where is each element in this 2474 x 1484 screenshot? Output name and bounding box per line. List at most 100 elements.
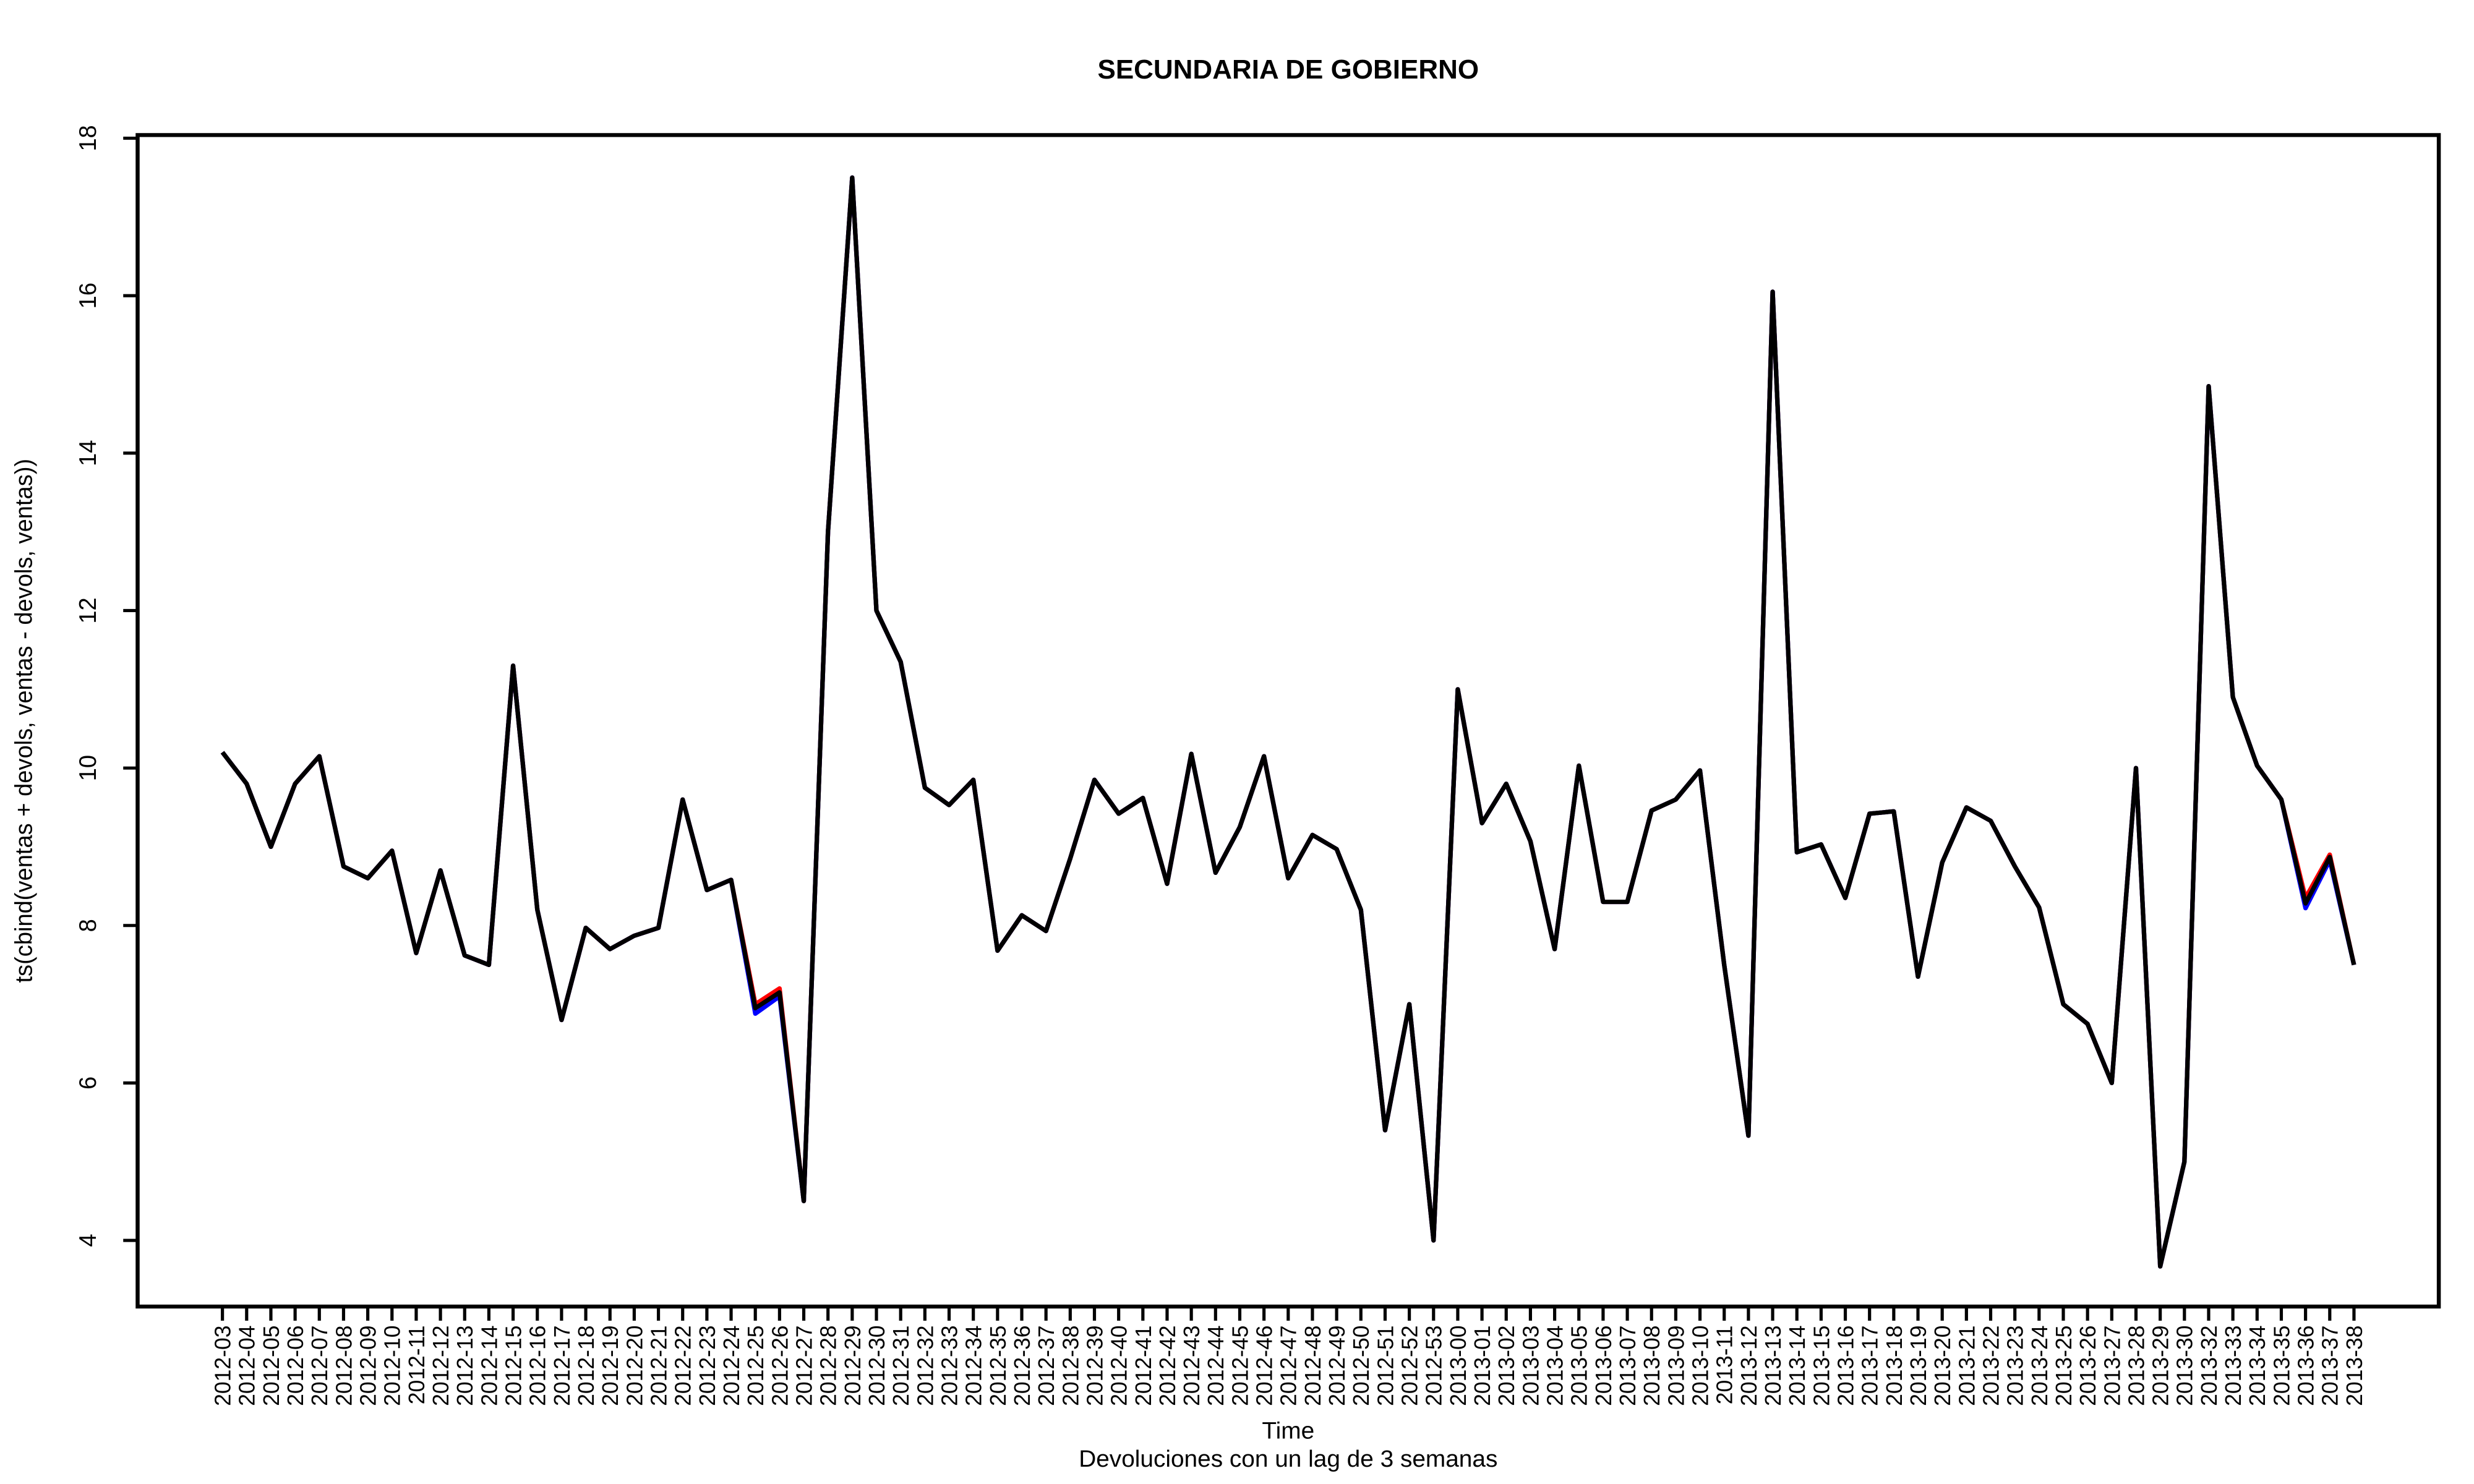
x-tick-label: 2012-28 bbox=[816, 1325, 841, 1405]
x-tick-label: 2013-02 bbox=[1494, 1325, 1519, 1405]
x-tick-label: 2013-29 bbox=[2148, 1325, 2173, 1405]
x-tick-label: 2012-14 bbox=[477, 1325, 502, 1405]
x-tick-label: 2013-16 bbox=[1833, 1325, 1858, 1405]
x-tick-label: 2012-03 bbox=[210, 1325, 235, 1405]
x-tick-label: 2013-08 bbox=[1640, 1325, 1664, 1405]
x-tick-label: 2012-05 bbox=[259, 1325, 284, 1405]
series-line bbox=[220, 175, 2356, 1269]
x-tick-label: 2013-12 bbox=[1737, 1325, 1761, 1405]
x-tick-label: 2012-06 bbox=[283, 1325, 308, 1405]
x-tick-label: 2013-19 bbox=[1906, 1325, 1931, 1405]
x-tick-label: 2012-20 bbox=[622, 1325, 647, 1405]
x-tick-label: 2012-33 bbox=[937, 1325, 962, 1405]
y-axis-label: ts(cbind(ventas + devols, ventas - devol… bbox=[11, 459, 37, 983]
x-tick-label: 2013-05 bbox=[1567, 1325, 1591, 1405]
x-tick-label: 2012-22 bbox=[670, 1325, 695, 1405]
y-tick-label: 8 bbox=[75, 919, 101, 932]
chart-title: SECUNDARIA DE GOBIERNO bbox=[1097, 55, 1479, 85]
x-tick-label: 2012-52 bbox=[1397, 1325, 1422, 1405]
x-tick-label: 2012-34 bbox=[961, 1325, 986, 1405]
x-tick-label: 2012-46 bbox=[1252, 1325, 1277, 1405]
x-tick-label: 2012-48 bbox=[1301, 1325, 1325, 1405]
x-tick-label: 2012-44 bbox=[1204, 1325, 1228, 1405]
x-tick-label: 2012-09 bbox=[356, 1325, 380, 1405]
x-tick-label: 2012-18 bbox=[574, 1325, 599, 1405]
x-tick-label: 2013-30 bbox=[2172, 1325, 2197, 1405]
x-tick-label: 2012-13 bbox=[453, 1325, 477, 1405]
x-tick-label: 2013-24 bbox=[2027, 1325, 2052, 1405]
x-tick-label: 2012-30 bbox=[865, 1325, 889, 1405]
x-tick-label: 2012-31 bbox=[889, 1325, 914, 1405]
y-tick-label: 18 bbox=[75, 125, 101, 151]
x-tick-label: 2012-49 bbox=[1325, 1325, 1350, 1405]
x-tick-label: 2012-43 bbox=[1179, 1325, 1204, 1405]
x-tick-label: 2012-17 bbox=[550, 1325, 575, 1405]
x-tick-label: 2012-40 bbox=[1106, 1325, 1131, 1405]
x-tick-label: 2013-37 bbox=[2318, 1325, 2342, 1405]
x-tick-label: 2013-34 bbox=[2245, 1325, 2270, 1405]
x-tick-label: 2012-47 bbox=[1276, 1325, 1301, 1405]
x-tick-label: 2012-29 bbox=[841, 1325, 865, 1405]
x-tick-label: 2013-26 bbox=[2076, 1325, 2100, 1405]
x-tick-label: 2013-38 bbox=[2342, 1325, 2367, 1405]
x-tick-label: 2013-15 bbox=[1809, 1325, 1834, 1405]
plot-frame bbox=[135, 133, 2441, 1309]
x-tick-label: 2012-04 bbox=[234, 1325, 259, 1405]
x-tick-label: 2012-23 bbox=[695, 1325, 720, 1405]
y-tick-label: 6 bbox=[75, 1077, 101, 1090]
x-tick-label: 2013-13 bbox=[1761, 1325, 1786, 1405]
y-tick-label: 16 bbox=[75, 283, 101, 309]
x-tick-label: 2012-12 bbox=[429, 1325, 453, 1405]
x-tick-label: 2012-36 bbox=[1010, 1325, 1035, 1405]
x-tick-label: 2012-41 bbox=[1131, 1325, 1155, 1405]
x-tick-label: 2013-00 bbox=[1446, 1325, 1471, 1405]
x-tick-label: 2013-11 bbox=[1712, 1325, 1737, 1404]
x-tick-label: 2012-24 bbox=[719, 1325, 744, 1405]
x-tick-label: 2012-08 bbox=[332, 1325, 356, 1405]
x-tick-label: 2013-03 bbox=[1518, 1325, 1543, 1405]
x-tick-label: 2012-37 bbox=[1034, 1325, 1059, 1405]
x-tick-label: 2012-10 bbox=[380, 1325, 404, 1405]
x-tick-label: 2013-21 bbox=[1954, 1325, 1979, 1405]
x-tick-label: 2013-01 bbox=[1470, 1325, 1495, 1405]
x-tick-label: 2012-50 bbox=[1349, 1325, 1374, 1405]
x-tick-label: 2013-27 bbox=[2100, 1325, 2125, 1405]
x-tick-label: 2012-39 bbox=[1082, 1325, 1107, 1405]
y-tick-label: 14 bbox=[75, 440, 101, 466]
x-tick-label: 2013-35 bbox=[2269, 1325, 2294, 1405]
x-tick-label: 2012-25 bbox=[743, 1325, 768, 1405]
x-tick-label: 2012-35 bbox=[985, 1325, 1010, 1405]
x-tick-label: 2012-07 bbox=[307, 1325, 332, 1405]
x-tick-label: 2013-33 bbox=[2221, 1325, 2246, 1405]
x-tick-label: 2013-09 bbox=[1664, 1325, 1689, 1405]
x-tick-label: 2012-53 bbox=[1421, 1325, 1446, 1405]
x-tick-label: 2013-07 bbox=[1616, 1325, 1640, 1405]
x-tick-label: 2012-27 bbox=[792, 1325, 816, 1405]
series-line bbox=[220, 175, 2356, 1269]
x-tick-label: 2012-15 bbox=[501, 1325, 526, 1405]
x-tick-label: 2012-42 bbox=[1155, 1325, 1180, 1405]
x-tick-label: 2013-22 bbox=[1979, 1325, 2003, 1405]
x-tick-label: 2013-32 bbox=[2197, 1325, 2222, 1405]
x-tick-label: 2012-45 bbox=[1228, 1325, 1252, 1405]
subtitle: Devoluciones con un lag de 3 semanas bbox=[1079, 1446, 1497, 1472]
x-tick-label: 2013-04 bbox=[1543, 1325, 1567, 1405]
series-line bbox=[220, 175, 2356, 1269]
y-tick-label: 12 bbox=[75, 597, 101, 623]
x-tick-label: 2013-14 bbox=[1785, 1325, 1810, 1405]
x-tick-label: 2013-18 bbox=[1882, 1325, 1907, 1405]
x-axis-label: Time bbox=[1262, 1418, 1314, 1444]
y-tick-label: 4 bbox=[75, 1234, 101, 1247]
x-tick-label: 2012-26 bbox=[768, 1325, 792, 1405]
x-tick-label: 2013-28 bbox=[2124, 1325, 2149, 1405]
x-tick-label: 2013-10 bbox=[1688, 1325, 1713, 1405]
x-tick-label: 2013-20 bbox=[1930, 1325, 1955, 1405]
x-tick-label: 2013-25 bbox=[2052, 1325, 2076, 1405]
x-tick-label: 2012-11 bbox=[404, 1325, 429, 1404]
x-tick-label: 2012-32 bbox=[913, 1325, 938, 1405]
y-tick-label: 10 bbox=[75, 755, 101, 781]
x-tick-label: 2012-21 bbox=[646, 1325, 671, 1405]
x-tick-label: 2012-38 bbox=[1058, 1325, 1083, 1405]
